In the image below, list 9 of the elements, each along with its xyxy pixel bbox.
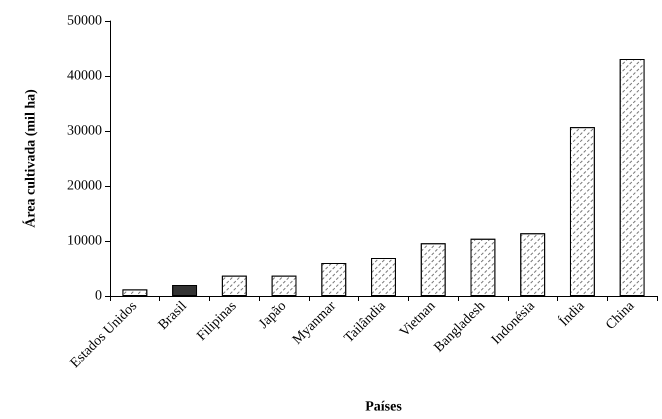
x-axis-title: Países [365,400,402,414]
y-tick-label: 30000 [67,124,102,138]
y-tick-label: 10000 [67,234,102,248]
y-tick-label: 50000 [67,14,102,28]
x-tick-label: Índia [556,297,588,330]
y-tick-label: 40000 [67,68,102,84]
y-axis-title: Área cultivada (mil ha) [22,88,38,228]
y-tick-label: 20000 [67,178,102,194]
y-tick-label: 0 [95,288,102,304]
